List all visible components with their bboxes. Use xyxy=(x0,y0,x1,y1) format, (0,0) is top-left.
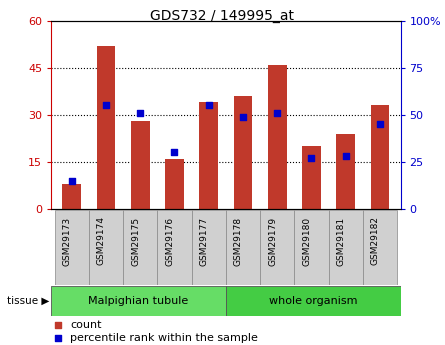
Text: whole organism: whole organism xyxy=(269,296,357,306)
Text: GSM29179: GSM29179 xyxy=(268,216,277,266)
Point xyxy=(171,150,178,155)
Point xyxy=(274,110,281,116)
Point xyxy=(68,178,75,183)
Bar xyxy=(226,286,400,316)
Text: GSM29182: GSM29182 xyxy=(371,216,380,265)
Text: GDS732 / 149995_at: GDS732 / 149995_at xyxy=(150,9,295,23)
Point xyxy=(55,322,62,327)
Bar xyxy=(51,286,226,316)
Point xyxy=(308,155,315,161)
Text: GSM29177: GSM29177 xyxy=(200,216,209,266)
Text: Malpighian tubule: Malpighian tubule xyxy=(89,296,189,306)
Text: GSM29173: GSM29173 xyxy=(63,216,72,266)
Text: GSM29174: GSM29174 xyxy=(97,216,106,265)
Bar xyxy=(55,210,89,285)
Point xyxy=(342,153,349,159)
Bar xyxy=(371,105,389,209)
Bar xyxy=(62,184,81,209)
Text: GSM29176: GSM29176 xyxy=(166,216,174,266)
Bar xyxy=(268,65,287,209)
Bar xyxy=(294,210,328,285)
Point xyxy=(55,335,62,340)
Point xyxy=(137,110,144,116)
Bar xyxy=(328,210,363,285)
Text: GSM29178: GSM29178 xyxy=(234,216,243,266)
Bar xyxy=(131,121,150,209)
Bar xyxy=(336,134,355,209)
Bar xyxy=(97,46,115,209)
Bar xyxy=(89,210,123,285)
Point xyxy=(102,102,109,108)
Bar xyxy=(123,210,158,285)
Bar xyxy=(165,159,184,209)
Text: tissue ▶: tissue ▶ xyxy=(7,296,49,306)
Text: percentile rank within the sample: percentile rank within the sample xyxy=(70,333,258,343)
Bar xyxy=(260,210,294,285)
Bar xyxy=(363,210,397,285)
Text: count: count xyxy=(70,320,102,329)
Text: GSM29180: GSM29180 xyxy=(303,216,312,266)
Text: GSM29181: GSM29181 xyxy=(337,216,346,266)
Point xyxy=(376,121,384,127)
Bar xyxy=(158,210,192,285)
Text: GSM29175: GSM29175 xyxy=(131,216,140,266)
Point xyxy=(239,114,247,119)
Bar xyxy=(199,102,218,209)
Bar xyxy=(302,146,321,209)
Bar xyxy=(192,210,226,285)
Point xyxy=(205,102,212,108)
Bar xyxy=(226,210,260,285)
Bar xyxy=(234,96,252,209)
